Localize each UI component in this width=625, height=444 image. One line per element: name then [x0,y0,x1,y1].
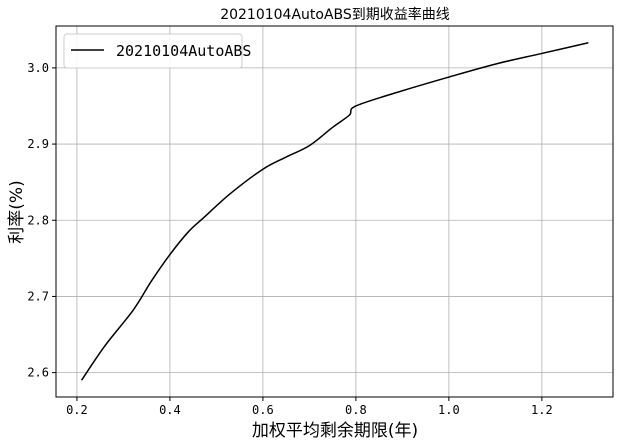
x-tick-label: 0.6 [252,403,274,417]
legend-box [63,33,243,69]
x-tick-label: 1.0 [438,403,460,417]
y-axis-label: 利率(%) [7,180,27,243]
series-layer [80,42,589,381]
chart-title: 20210104AutoABS到期收益率曲线 [220,6,450,23]
y-tick-label: 3.0 [27,61,49,75]
y-tick-label: 2.9 [27,137,49,151]
legend-label: 20210104AutoABS [116,42,251,60]
x-tick-label: 0.8 [345,403,367,417]
legend: 20210104AutoABS [63,33,251,69]
plot-frame [55,25,614,398]
y-tick-label: 2.7 [27,289,49,303]
grid [56,26,613,397]
y-tick-label: 2.8 [27,213,49,227]
x-tick-label: 1.2 [531,403,553,417]
series-line [80,42,589,381]
x-axis-label: 加权平均剩余期限(年) [252,421,418,441]
y-axis-ticks: 2.6 2.7 2.8 2.9 3.0 [27,61,56,380]
x-axis-ticks: 0.2 0.4 0.6 0.8 1.0 1.2 [66,397,553,417]
x-tick-label: 0.2 [66,403,88,417]
y-tick-label: 2.6 [27,366,49,380]
x-tick-label: 0.4 [159,403,181,417]
